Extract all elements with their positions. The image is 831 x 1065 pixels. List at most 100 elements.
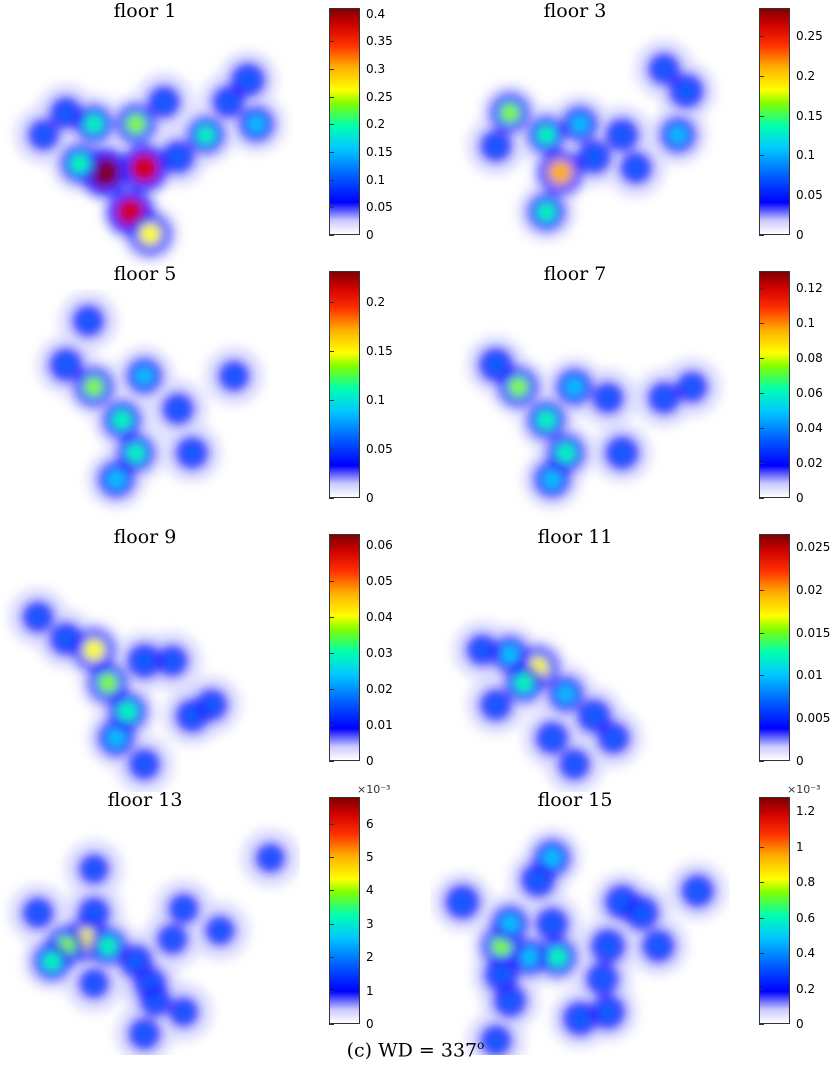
hotspot-mark <box>521 948 539 966</box>
heatmap-panel: floor 7 0 0.02 0.04 0.06 0.08 0.1 0.12 <box>430 263 831 525</box>
colorbar-tick-mark <box>759 988 764 990</box>
hotspot-mark <box>614 894 630 910</box>
colorbar <box>329 534 360 761</box>
hotspot-mark <box>601 391 615 405</box>
figure-caption: (c) WD = 337o <box>0 1038 831 1061</box>
colorbar-tick-label: 2 <box>366 950 374 965</box>
panel-title: floor 13 <box>107 789 183 811</box>
hotspot-mark <box>43 952 61 971</box>
colorbar-tick-mark <box>759 115 764 117</box>
heatmap-area <box>452 620 644 792</box>
hotspot-mark <box>98 673 118 693</box>
hotspot-mark <box>58 631 74 647</box>
hotspot-mark <box>165 654 179 668</box>
colorbar-tick-mark <box>759 288 764 290</box>
colorbar-tick-label: 0.05 <box>796 188 823 203</box>
colorbar-tick-label: 0.06 <box>366 537 393 552</box>
hotspot-mark <box>489 1034 503 1048</box>
hotspot-mark <box>170 149 186 165</box>
colorbar-tick-label: 0.01 <box>366 717 393 732</box>
hotspot-mark <box>118 702 137 721</box>
colorbar-tick-label: 0 <box>796 228 804 242</box>
heatmap-area <box>8 587 242 792</box>
hotspot-mark <box>31 610 45 624</box>
colorbar-tick-label: 1 <box>366 983 374 998</box>
colorbar-tick-label: 0.4 <box>796 946 816 961</box>
colorbar <box>759 797 790 1024</box>
colorbar-tick-mark <box>759 546 764 548</box>
colorbar-multiplier: ×10⁻³ <box>357 783 391 796</box>
hotspot-mark <box>600 1004 616 1020</box>
hotspot-mark <box>240 72 256 88</box>
hotspot-mark <box>565 378 583 396</box>
colorbar-tick-label: 0.2 <box>366 117 386 132</box>
heatmap-area <box>466 335 722 510</box>
colorbar-tick-label: 0.05 <box>366 573 393 588</box>
hotspot-mark <box>488 357 504 373</box>
colorbar-tick-label: 1 <box>796 839 804 854</box>
colorbar-tick-label: 0 <box>366 228 374 242</box>
colorbar-tick-mark <box>329 68 334 70</box>
heatmap-area <box>466 39 717 242</box>
colorbar-tick-mark <box>329 688 334 690</box>
hotspot-mark <box>595 971 610 987</box>
hotspot-mark <box>58 357 74 373</box>
colorbar-tick-mark <box>329 990 334 992</box>
hotspot-mark <box>87 906 101 920</box>
hotspot-mark <box>685 380 699 394</box>
hotspot-mark <box>136 653 153 669</box>
heatmap-area <box>432 828 728 1055</box>
colorbar-tick-label: 0.1 <box>366 172 386 187</box>
colorbar-tick-label: 0.05 <box>366 442 393 457</box>
colorbar <box>329 797 360 1024</box>
colorbar-tick-label: 6 <box>366 816 374 831</box>
colorbar-tick-mark <box>759 75 764 77</box>
hotspot-mark <box>537 410 556 430</box>
panel-title: floor 11 <box>537 526 613 548</box>
colorbar-tick-label: 0.02 <box>796 582 823 597</box>
hotspot-mark <box>37 128 50 142</box>
hotspot-mark <box>669 126 687 144</box>
hotspot-mark <box>157 95 171 109</box>
colorbar-tick-mark <box>329 724 334 726</box>
hotspot-mark <box>543 470 561 488</box>
colorbar-tick-mark <box>329 235 334 236</box>
colorbar-tick-label: 3 <box>366 916 374 931</box>
colorbar-tick-mark <box>759 463 764 465</box>
colorbar-tick-label: 0.8 <box>796 875 816 890</box>
hotspot-mark <box>690 883 705 899</box>
hotspot-mark <box>137 1027 151 1041</box>
hotspot-mark <box>70 154 90 173</box>
hotspot-mark <box>489 698 503 712</box>
hotspot-mark <box>614 445 630 461</box>
colorbar-tick-mark <box>329 761 334 762</box>
colorbar-tick-label: 0 <box>796 1017 804 1031</box>
colorbar-tick-label: 0.025 <box>796 539 831 554</box>
hotspot-mark <box>128 954 144 969</box>
hotspot-mark <box>137 757 151 771</box>
colorbar-tick-label: 5 <box>366 850 374 865</box>
colorbar-tick-mark <box>759 358 764 360</box>
colorbar-tick-mark <box>329 957 334 959</box>
hotspot-mark <box>31 906 45 920</box>
colorbar-tick-mark <box>329 823 334 825</box>
hotspot-mark <box>544 916 560 932</box>
colorbar-tick-mark <box>329 302 334 304</box>
colorbar-tick-mark <box>329 580 334 582</box>
colorbar-tick-mark <box>759 35 764 37</box>
colorbar-tick-mark <box>759 498 764 499</box>
colorbar-tick-label: 0 <box>366 754 374 768</box>
colorbar-tick-label: 0.015 <box>796 625 831 640</box>
colorbar-tick-label: 0.03 <box>366 645 393 660</box>
hotspot-mark <box>502 993 518 1009</box>
colorbar-tick-mark <box>329 923 334 925</box>
hotspot-mark <box>508 377 529 397</box>
hotspot-mark <box>475 643 489 657</box>
hotspot-mark <box>454 894 471 910</box>
hotspot-mark <box>548 160 573 185</box>
colorbar <box>329 271 360 498</box>
hotspot-mark <box>557 685 575 703</box>
hotspot-mark <box>586 149 602 165</box>
hotspot-mark <box>544 730 560 746</box>
hotspot-mark <box>657 62 671 76</box>
